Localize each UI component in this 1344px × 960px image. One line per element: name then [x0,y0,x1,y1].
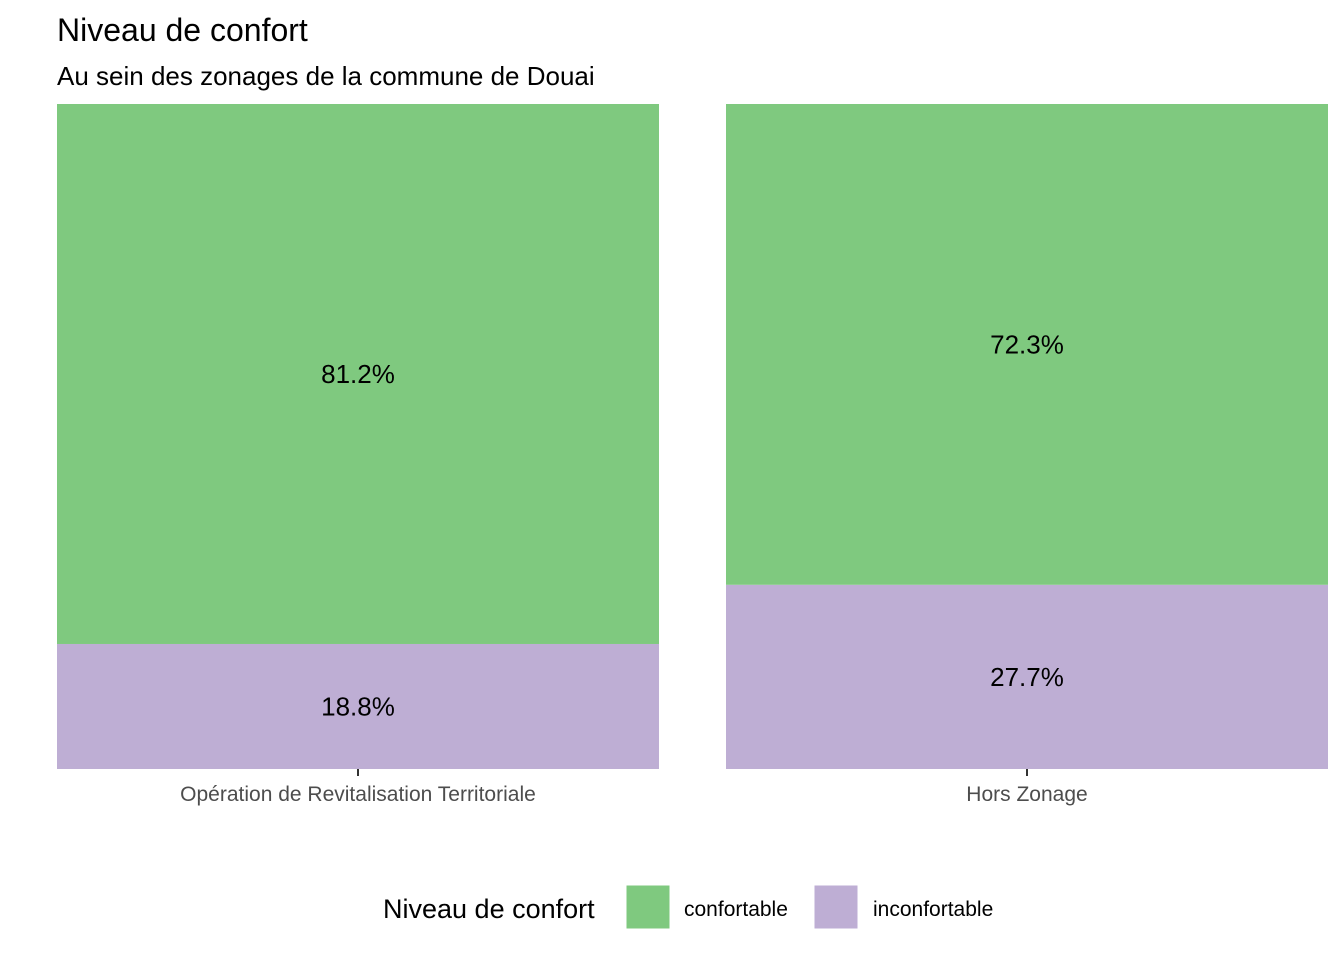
bar-inconfortable-1 [726,584,1328,769]
data-label-inconfortable-1: 27.7% [990,662,1064,692]
bar-confortable-0 [57,104,659,644]
legend-key-inconfortable [813,884,859,930]
data-label-confortable-0: 81.2% [321,359,395,389]
data-label-inconfortable-0: 18.8% [321,691,395,721]
x-axis: Opération de Revitalisation Territoriale… [180,769,1088,806]
data-label-confortable-1: 72.3% [990,329,1064,359]
legend-label-inconfortable: inconfortable [873,898,993,921]
x-tick-label-0: Opération de Revitalisation Territoriale [180,783,536,806]
bar-inconfortable-0 [57,643,659,769]
legend-title: Niveau de confort [383,894,595,924]
chart-title: Niveau de confort [57,12,308,48]
legend-key-confortable [625,884,671,930]
x-tick-label-1: Hors Zonage [966,783,1087,806]
bar-confortable-1 [726,104,1328,585]
plot-area: 18.8% 81.2% 27.7% 72.3% [57,104,1328,769]
legend-label-confortable: confortable [684,898,788,921]
chart-subtitle: Au sein des zonages de la commune de Dou… [57,61,595,91]
legend: Niveau de confort confortable inconfortab… [383,884,993,930]
